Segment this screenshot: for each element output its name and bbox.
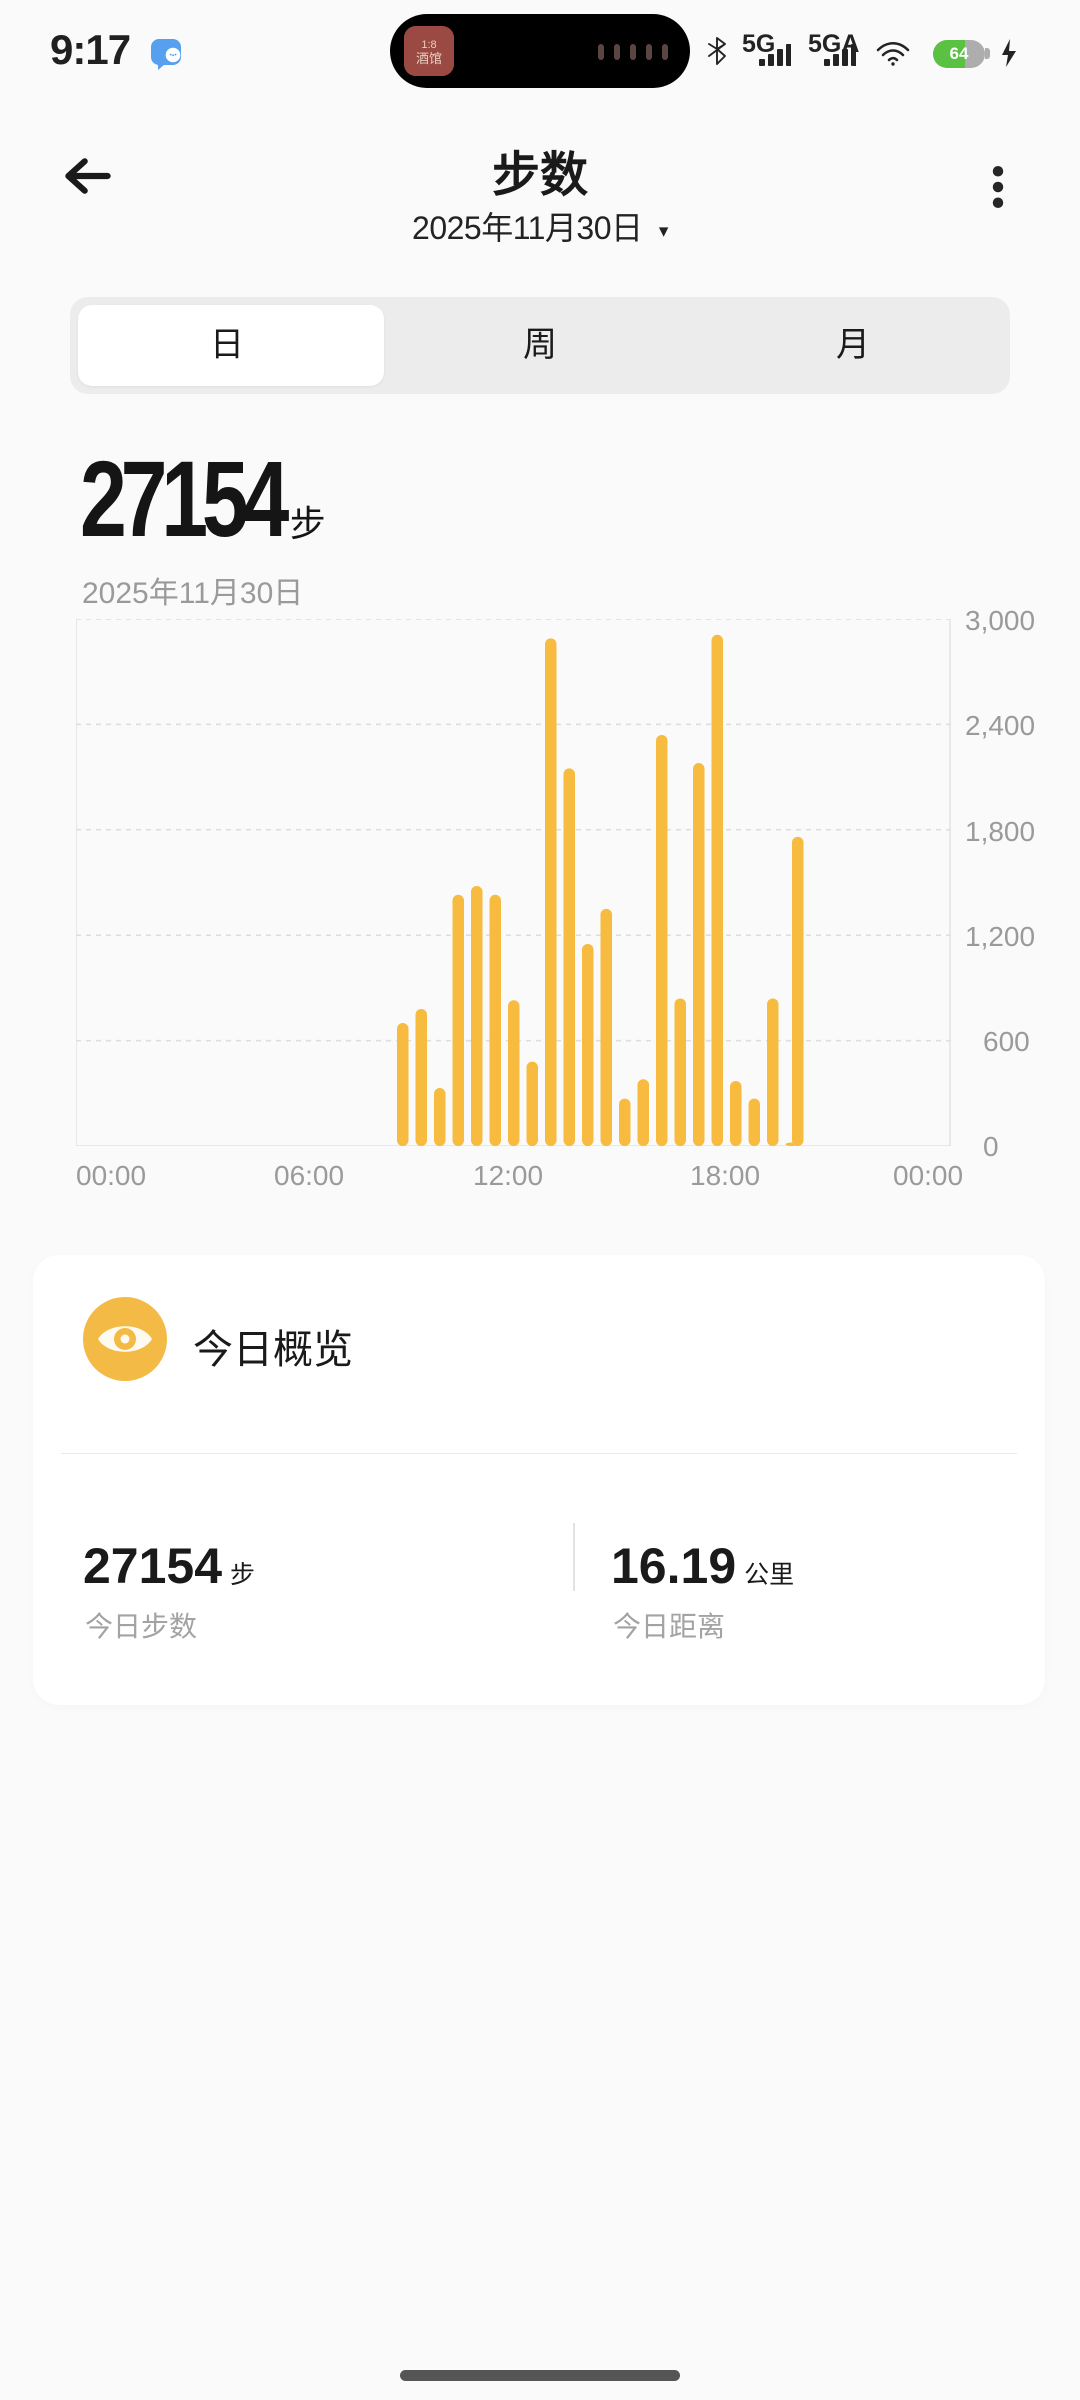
svg-text:1:8: 1:8 <box>421 39 436 51</box>
svg-text:酒馆: 酒馆 <box>416 51 442 66</box>
